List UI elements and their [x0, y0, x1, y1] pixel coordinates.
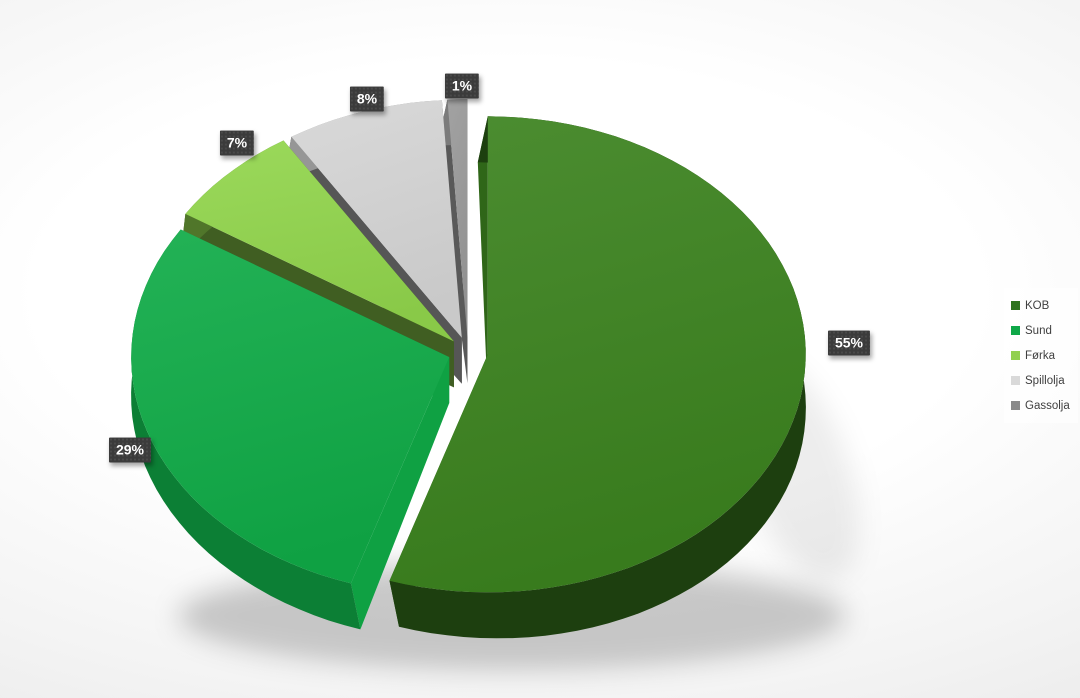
legend-item-gassolja[interactable]: Gassolja — [1011, 393, 1076, 418]
legend-swatch-spillolja — [1011, 376, 1020, 385]
data-label-sund[interactable]: 29% — [108, 437, 152, 463]
legend-label: Gassolja — [1025, 399, 1070, 412]
slice-top-face-kob[interactable] — [389, 116, 806, 593]
slice-top-face-frka[interactable] — [185, 140, 454, 342]
legend-swatch-gassolja — [1011, 401, 1020, 410]
legend-item-spillolja[interactable]: Spillolja — [1011, 368, 1076, 393]
slice-cut-wall — [477, 116, 488, 401]
legend-label: Spillolja — [1025, 374, 1065, 387]
data-label-gassolja[interactable]: 1% — [444, 73, 480, 99]
slice-rim-wall — [131, 229, 361, 630]
slice-cut-wall — [350, 357, 450, 630]
slice-top-face-spillolja[interactable] — [291, 100, 462, 338]
legend-label: Sund — [1025, 324, 1052, 337]
pie-slice-kob — [389, 116, 806, 639]
pie-slice-sund — [131, 229, 450, 630]
legend-swatch-kob — [1011, 301, 1020, 310]
data-label-frka[interactable]: 7% — [219, 130, 255, 156]
legend-label: KOB — [1025, 299, 1050, 312]
legend-swatch-sund — [1011, 326, 1020, 335]
legend: KOB Sund Førka Spillolja Gassolja — [1004, 288, 1078, 423]
data-label-spillolja[interactable]: 8% — [349, 86, 385, 112]
slice-top-face-gassolja[interactable] — [447, 99, 468, 337]
slice-top-face-sund[interactable] — [131, 229, 450, 584]
legend-item-kob[interactable]: KOB — [1011, 293, 1076, 318]
legend-item-frka[interactable]: Førka — [1011, 343, 1076, 368]
legend-label: Førka — [1025, 349, 1056, 362]
data-label-kob[interactable]: 55% — [827, 330, 871, 356]
legend-item-sund[interactable]: Sund — [1011, 318, 1076, 343]
legend-swatch-frka — [1011, 351, 1020, 360]
